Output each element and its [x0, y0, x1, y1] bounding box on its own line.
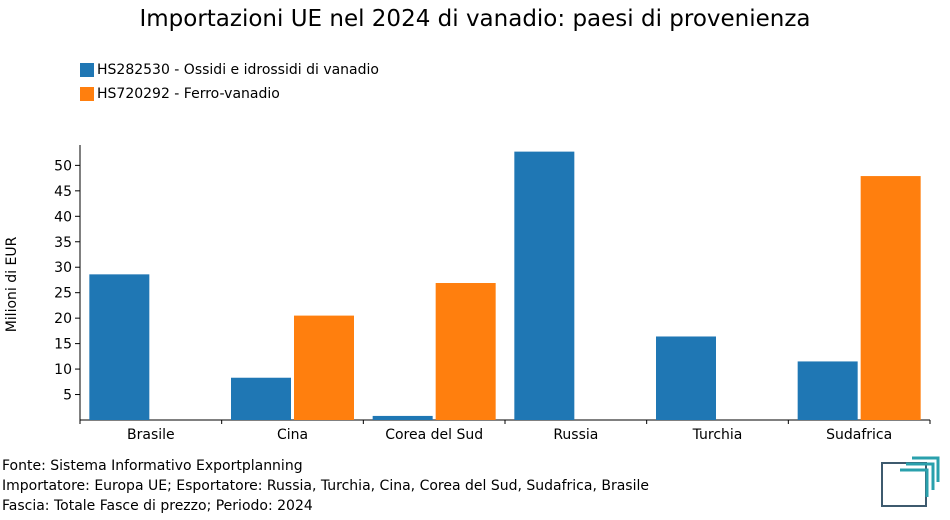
x-tick-label: Corea del Sud [385, 427, 483, 443]
chart-title: Importazioni UE nel 2024 di vanadio: pae… [139, 6, 811, 32]
legend-label-hs282530: HS282530 - Ossidi e idrossidi di vanadio [97, 62, 379, 78]
y-axis-label: Milioni di EUR [4, 236, 20, 332]
bar-hs282530-cina [231, 377, 291, 420]
y-tick-label: 10 [54, 362, 72, 378]
legend: HS282530 - Ossidi e idrossidi di vanadio… [80, 60, 379, 108]
bar-hs282530-russia [514, 151, 575, 421]
x-tick-label: Sudafrica [826, 427, 892, 443]
y-tick-label: 30 [54, 260, 72, 276]
y-tick-label: 50 [54, 158, 72, 174]
legend-item-hs720292: HS720292 - Ferro-vanadio [80, 84, 379, 104]
footer-source: Fonte: Sistema Informativo Exportplannin… [2, 458, 303, 474]
y-tick-label: 25 [54, 286, 72, 302]
chart-footer: Fonte: Sistema Informativo Exportplannin… [2, 456, 649, 516]
x-tick-label: Russia [553, 427, 598, 443]
y-tick-label: 15 [54, 337, 72, 353]
legend-swatch-hs282530 [80, 63, 94, 77]
bar-hs720292-corea-del-sud [435, 283, 496, 420]
legend-item-hs282530: HS282530 - Ossidi e idrossidi di vanadio [80, 60, 379, 80]
legend-label-hs720292: HS720292 - Ferro-vanadio [97, 86, 280, 102]
y-tick-label: 45 [54, 184, 72, 200]
legend-swatch-hs720292 [80, 87, 94, 101]
footer-importer: Importatore: Europa UE; Esportatore: Rus… [2, 478, 649, 494]
y-tick-label: 5 [63, 388, 72, 404]
x-tick-label: Cina [277, 427, 308, 443]
x-tick-label: Turchia [692, 427, 743, 443]
footer-range: Fascia: Totale Fasce di prezzo; Periodo:… [2, 498, 313, 514]
bar-hs282530-sudafrica [797, 361, 858, 420]
bar-hs720292-sudafrica [860, 176, 921, 420]
bar-hs282530-turchia [656, 336, 716, 420]
bar-hs282530-brasile [89, 274, 150, 420]
bar-hs282530-corea-del-sud [372, 415, 433, 420]
y-tick-label: 20 [54, 311, 72, 327]
exportplanning-logo-icon [881, 456, 940, 507]
y-tick-label: 40 [54, 209, 72, 225]
bar-hs720292-cina [294, 315, 354, 420]
x-tick-label: Brasile [127, 427, 175, 443]
y-tick-label: 35 [54, 235, 72, 251]
